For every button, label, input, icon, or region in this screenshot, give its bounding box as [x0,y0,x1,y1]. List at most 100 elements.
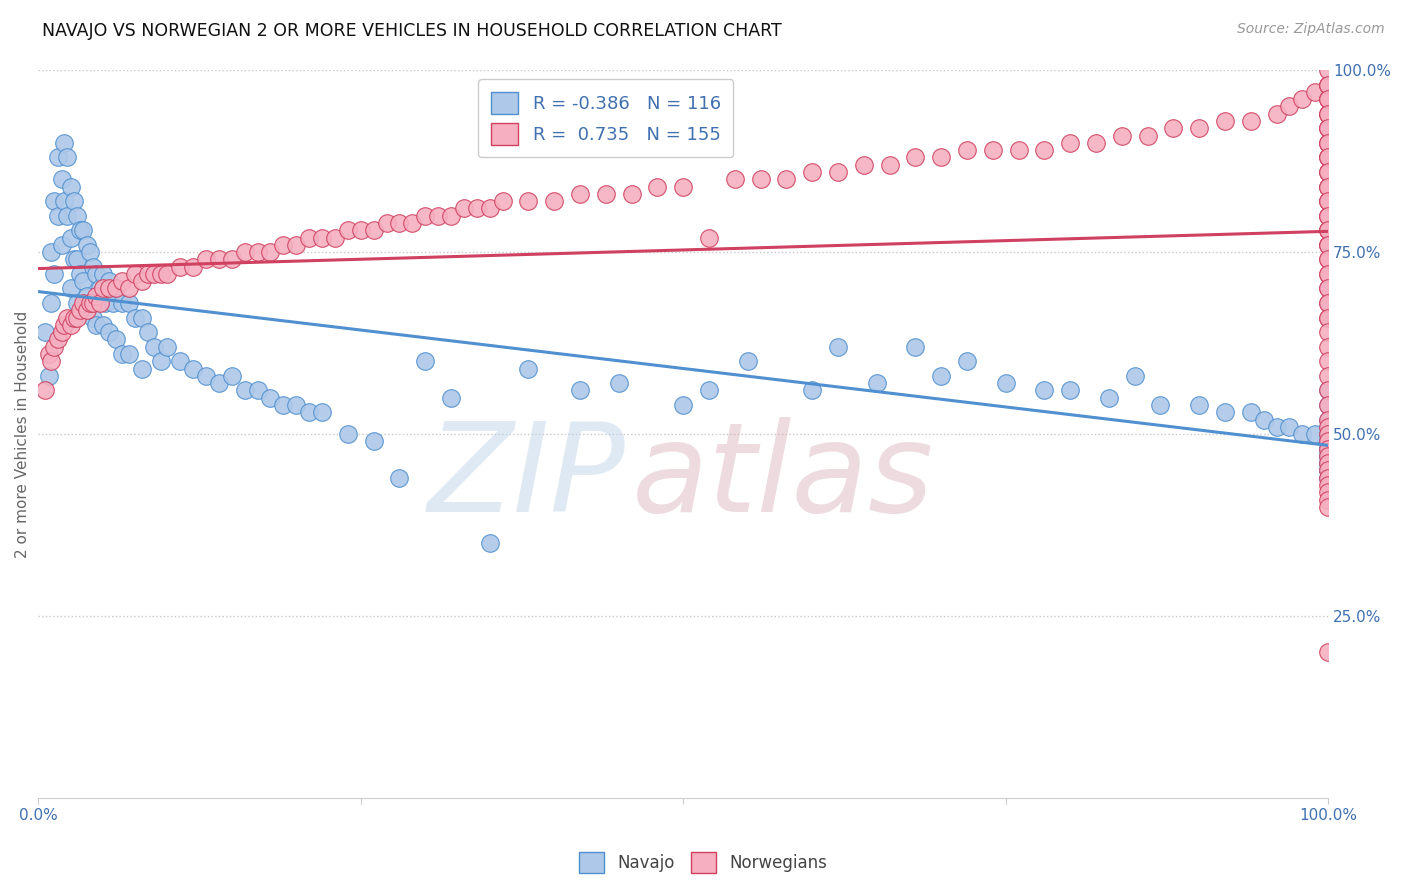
Point [595,186,617,201]
Point [904,340,927,354]
Point [1317,398,1340,412]
Point [1240,114,1263,128]
Point [1291,92,1313,106]
Point [388,216,411,230]
Point [1317,296,1340,310]
Point [478,536,501,550]
Legend: R = -0.386   N = 116, R =  0.735   N = 155: R = -0.386 N = 116, R = 0.735 N = 155 [478,79,734,158]
Point [1317,63,1340,78]
Point [1317,252,1340,267]
Point [1317,434,1340,449]
Point [440,209,463,223]
Point [1317,368,1340,383]
Point [131,310,153,325]
Point [607,376,630,390]
Point [1317,442,1340,456]
Point [904,150,927,164]
Point [1213,114,1236,128]
Point [981,143,1004,157]
Point [1149,398,1171,412]
Point [1317,449,1340,463]
Point [104,281,127,295]
Point [1303,85,1326,99]
Point [697,230,720,244]
Point [1317,194,1340,208]
Point [1317,92,1340,106]
Point [53,136,76,150]
Point [1317,92,1340,106]
Point [1188,121,1211,136]
Point [143,340,166,354]
Point [1317,384,1340,398]
Point [775,172,797,186]
Point [136,325,159,339]
Point [246,245,269,260]
Point [994,376,1017,390]
Point [1317,194,1340,208]
Point [38,347,60,361]
Legend: Navajo, Norwegians: Navajo, Norwegians [572,846,834,880]
Point [1317,237,1340,252]
Point [1317,456,1340,470]
Point [221,368,243,383]
Point [46,333,69,347]
Point [1317,107,1340,121]
Point [647,179,669,194]
Point [1317,267,1340,281]
Point [1317,121,1340,136]
Point [89,281,111,295]
Point [1253,412,1275,426]
Point [149,354,172,368]
Point [1317,150,1340,164]
Point [233,384,256,398]
Point [131,361,153,376]
Point [1317,427,1340,442]
Point [1317,434,1340,449]
Point [79,296,101,310]
Point [1317,449,1340,463]
Point [91,318,114,332]
Point [1317,223,1340,237]
Point [94,296,117,310]
Point [79,245,101,260]
Point [72,274,94,288]
Point [273,237,295,252]
Point [1317,427,1340,442]
Point [1111,128,1133,143]
Point [221,252,243,267]
Point [672,398,695,412]
Point [1317,237,1340,252]
Point [375,216,398,230]
Point [1317,427,1340,442]
Point [42,340,65,354]
Text: NAVAJO VS NORWEGIAN 2 OR MORE VEHICLES IN HOUSEHOLD CORRELATION CHART: NAVAJO VS NORWEGIAN 2 OR MORE VEHICLES I… [42,22,782,40]
Point [1317,107,1340,121]
Point [1317,78,1340,92]
Point [1163,121,1185,136]
Point [1317,463,1340,477]
Point [801,384,824,398]
Point [801,165,824,179]
Point [311,405,333,419]
Point [53,194,76,208]
Point [104,333,127,347]
Point [1317,419,1340,434]
Point [1317,384,1340,398]
Point [1317,354,1340,368]
Point [149,267,172,281]
Point [273,398,295,412]
Point [1317,412,1340,426]
Point [46,209,69,223]
Point [104,281,127,295]
Point [89,296,111,310]
Point [465,202,488,216]
Point [1317,645,1340,659]
Point [1317,150,1340,164]
Point [63,310,86,325]
Point [66,209,89,223]
Point [111,347,134,361]
Point [51,237,73,252]
Point [117,296,139,310]
Point [1317,310,1340,325]
Point [1059,384,1081,398]
